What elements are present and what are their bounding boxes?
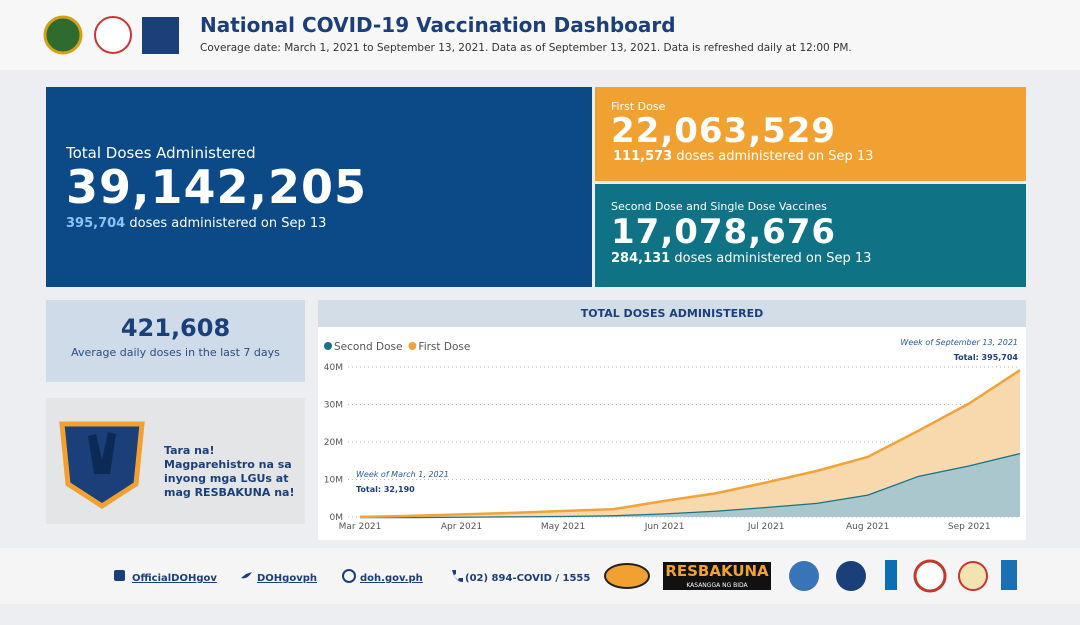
card-today: 111,573 [613,149,673,164]
badge-hand [88,432,116,474]
card-label: Second Dose and Single Dose Vaccines [611,200,827,213]
card-today-text: doses administered on Sep 13 [676,149,874,164]
subtitle: Coverage date: March 1, 2021 to Septembe… [200,42,852,54]
logo [142,17,179,54]
annotation: Week of September 13, 2021 [900,338,1018,347]
total-card: Total Doses Administered 39,142,205 395,… [46,87,592,287]
footer [0,548,1080,604]
promo-text: Tara na! Magparehistro na sa inyong mga … [164,444,295,499]
promo-card: Tara na! Magparehistro na sa inyong mga … [46,398,305,524]
footer-link[interactable]: OfficialDOHgov [132,573,217,584]
footer-link[interactable]: DOHgovph [257,573,317,584]
y-tick-label: 20M [324,438,343,448]
legend-label: Second Dose [334,341,402,353]
area [360,370,1020,517]
logo [604,563,650,589]
footer-banner: RESBAKUNA [665,562,769,580]
header [0,0,1080,70]
annotation: Total: 32,190 [356,485,415,494]
chart-title: TOTAL DOSES ADMINISTERED [581,307,764,320]
logo [1001,560,1017,590]
x-tick-label: Aug 2021 [846,522,889,532]
card-value: 17,078,676 [611,212,837,252]
logo [958,561,988,591]
footer-link[interactable]: doh.gov.ph [360,573,423,584]
annotation: Total: 395,704 [954,353,1019,362]
y-tick-label: 0M [330,513,344,523]
header-logos [43,15,179,55]
card-today: 284,131 [611,251,671,266]
logo [94,16,132,54]
twitter-icon [241,572,252,579]
average-value: 421,608 [120,314,231,342]
card-label: Total Doses Administered [66,144,256,162]
footer-phone: (02) 894-COVID / 1555 [465,573,591,584]
logo [885,560,897,590]
footer-banner-sub: KASANGGA NG BIDA [686,582,748,589]
footer-icons: RESBAKUNA KASANGGA NG BIDA [114,559,1017,593]
second-dose-card: Second Dose and Single Dose Vaccines 17,… [595,184,1026,287]
annotation: Week of March 1, 2021 [356,470,449,479]
card-today: 395,704 [66,216,126,231]
card-today-text: doses administered on Sep 13 [674,251,872,266]
phone-icon [452,570,463,582]
logo [789,561,819,591]
logo [836,561,866,591]
card-value: 22,063,529 [611,111,837,151]
card-label: First Dose [611,100,666,113]
globe-icon [342,569,356,583]
logo [43,15,83,55]
line [359,369,1021,519]
x-tick-label: Jul 2021 [747,522,785,532]
x-tick-label: Mar 2021 [339,522,382,532]
card-value: 39,142,205 [66,160,368,214]
title: National COVID-19 Vaccination Dashboard [200,13,676,37]
facebook-icon [114,570,125,581]
legend-swatch [324,342,332,350]
y-tick-label: 30M [324,401,343,411]
average-label: Average daily doses in the last 7 days [71,346,280,359]
x-tick-label: Jun 2021 [644,522,685,532]
legend-swatch [408,342,417,350]
y-tick-label: 40M [324,363,343,373]
area [360,452,1020,517]
logo [913,559,947,593]
banner-bg [663,562,771,590]
first-dose-card: First Dose 22,063,529 111,573 doses admi… [595,87,1026,181]
promo-badge [59,421,145,509]
x-tick-label: Sep 2021 [948,522,991,532]
x-tick-label: Apr 2021 [441,522,482,532]
average-card: 421,608 Average daily doses in the last … [46,300,305,382]
x-tick-label: May 2021 [541,522,585,532]
card-today-text: doses administered on Sep 13 [129,216,327,231]
chart-header [318,300,1026,327]
chart: TOTAL DOSES ADMINISTERED 0M 10M 20M 30M 40M M… [318,300,1026,540]
legend-label: First Dose [418,341,470,353]
y-tick-label: 10M [324,476,343,486]
